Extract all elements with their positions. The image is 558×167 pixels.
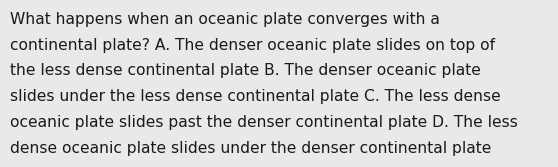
Text: What happens when an oceanic plate converges with a: What happens when an oceanic plate conve… [10,12,440,27]
Text: dense oceanic plate slides under the denser continental plate: dense oceanic plate slides under the den… [10,141,492,156]
Text: slides under the less dense continental plate C. The less dense: slides under the less dense continental … [10,89,501,104]
Text: oceanic plate slides past the denser continental plate D. The less: oceanic plate slides past the denser con… [10,115,518,130]
Text: the less dense continental plate B. The denser oceanic plate: the less dense continental plate B. The … [10,63,481,78]
Text: continental plate? A. The denser oceanic plate slides on top of: continental plate? A. The denser oceanic… [10,38,495,53]
